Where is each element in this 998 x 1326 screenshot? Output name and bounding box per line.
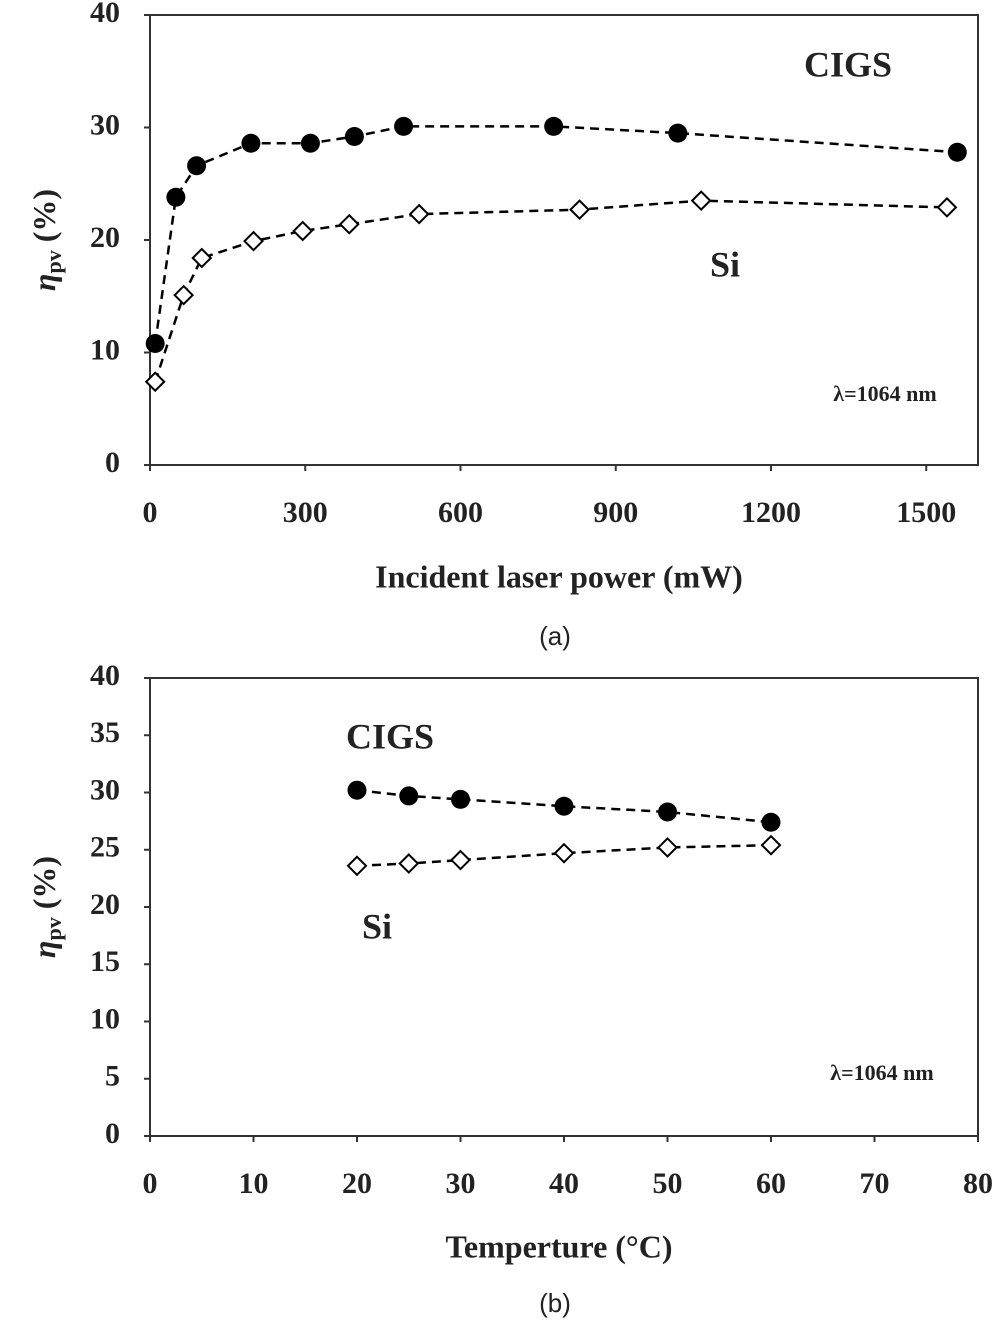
series-label: Si: [710, 244, 740, 284]
x-tick-label: 300: [283, 496, 328, 529]
point: [450, 849, 471, 871]
point: [690, 190, 712, 212]
point: [347, 780, 367, 800]
series-label: Si: [362, 906, 392, 946]
point: [187, 156, 207, 176]
series-label: CIGS: [804, 44, 892, 84]
y-label-symbol: η: [26, 941, 62, 959]
y-tick-label: 35: [90, 716, 120, 749]
caption: (b): [539, 1288, 571, 1318]
series-label: CIGS: [346, 716, 434, 756]
y-label-unit: (%): [26, 856, 62, 909]
point: [346, 855, 368, 877]
point: [936, 196, 958, 218]
y-label-sub: pv: [41, 917, 66, 940]
x-tick-label: 50: [653, 1167, 683, 1200]
x-tick-label: 60: [756, 1167, 786, 1200]
point: [760, 834, 782, 856]
point: [144, 371, 166, 393]
annotation: λ=1064 nm: [830, 1060, 933, 1085]
point: [145, 334, 165, 353]
y-tick-label: 5: [105, 1060, 120, 1093]
point: [554, 796, 574, 816]
point: [398, 853, 420, 874]
x-tick-label: 900: [593, 496, 638, 529]
point: [658, 802, 677, 822]
point: [668, 123, 688, 143]
point: [173, 284, 195, 306]
point: [544, 116, 564, 136]
annotation: λ=1064 nm: [833, 381, 936, 406]
point: [300, 133, 320, 153]
point: [394, 116, 414, 136]
point: [338, 213, 360, 235]
x-tick-label: 1200: [741, 496, 801, 529]
x-tick-label: 40: [549, 1167, 579, 1200]
point: [166, 187, 186, 207]
trend-line: [153, 199, 947, 383]
y-tick-label: 20: [90, 888, 120, 921]
x-tick-label: 600: [438, 496, 483, 529]
point: [241, 133, 261, 153]
point: [243, 230, 264, 252]
y-tick-label: 0: [105, 1117, 120, 1150]
y-tick-label: 10: [90, 333, 120, 366]
point: [408, 203, 430, 225]
point: [344, 127, 364, 146]
y-tick-label: 30: [90, 773, 120, 806]
trend-line: [356, 843, 772, 868]
y-label-unit: (%): [26, 189, 62, 242]
y-tick-label: 40: [90, 0, 120, 29]
y-axis-label: ηpv (%): [26, 856, 66, 958]
y-label-sub: pv: [41, 250, 66, 273]
x-tick-label: 0: [143, 496, 158, 529]
point: [761, 812, 781, 832]
y-label-symbol: η: [26, 274, 62, 292]
x-tick-label: 0: [143, 1167, 158, 1200]
y-tick-label: 30: [90, 108, 120, 141]
x-tick-label: 80: [963, 1167, 993, 1200]
y-axis-label: ηpv (%): [26, 189, 66, 291]
x-tick-label: 70: [860, 1167, 890, 1200]
point: [451, 789, 470, 809]
point: [292, 220, 314, 242]
y-tick-label: 25: [90, 831, 120, 864]
trend-line: [153, 125, 958, 344]
y-tick-label: 0: [105, 446, 120, 479]
point: [399, 786, 419, 806]
trend-line: [356, 788, 772, 824]
point: [191, 247, 213, 269]
x-axis-label: Incident laser power (mW): [375, 558, 743, 594]
y-tick-label: 10: [90, 1002, 120, 1035]
point: [657, 837, 678, 858]
x-tick-label: 30: [446, 1167, 476, 1200]
y-tick-label: 15: [90, 945, 120, 978]
x-tick-label: 1500: [896, 496, 956, 529]
point: [947, 142, 967, 162]
caption: (a): [539, 621, 571, 651]
x-axis-label: Temperture (°C): [446, 1228, 673, 1264]
y-tick-label: 40: [90, 659, 120, 692]
y-tick-label: 20: [90, 221, 120, 254]
x-tick-label: 20: [342, 1167, 372, 1200]
point: [553, 842, 575, 864]
point: [569, 199, 590, 221]
x-tick-label: 10: [239, 1167, 269, 1200]
